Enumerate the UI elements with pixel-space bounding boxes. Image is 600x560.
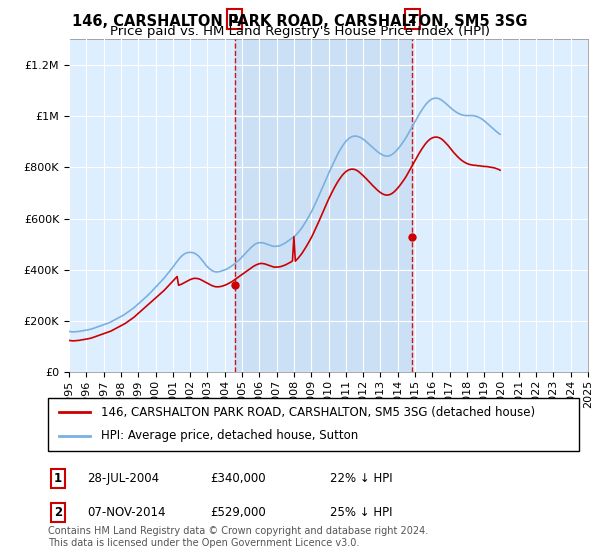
Text: 146, CARSHALTON PARK ROAD, CARSHALTON, SM5 3SG (detached house): 146, CARSHALTON PARK ROAD, CARSHALTON, S… xyxy=(101,406,535,419)
Text: 2: 2 xyxy=(54,506,62,519)
Text: HPI: Average price, detached house, Sutton: HPI: Average price, detached house, Sutt… xyxy=(101,430,358,442)
Text: Price paid vs. HM Land Registry's House Price Index (HPI): Price paid vs. HM Land Registry's House … xyxy=(110,25,490,38)
Text: 28-JUL-2004: 28-JUL-2004 xyxy=(87,472,159,486)
Text: Contains HM Land Registry data © Crown copyright and database right 2024.
This d: Contains HM Land Registry data © Crown c… xyxy=(48,526,428,548)
Text: £340,000: £340,000 xyxy=(210,472,266,486)
Text: £529,000: £529,000 xyxy=(210,506,266,519)
Text: 1: 1 xyxy=(54,472,62,486)
FancyBboxPatch shape xyxy=(48,398,579,451)
Text: 22% ↓ HPI: 22% ↓ HPI xyxy=(330,472,392,486)
Text: 25% ↓ HPI: 25% ↓ HPI xyxy=(330,506,392,519)
Text: 07-NOV-2014: 07-NOV-2014 xyxy=(87,506,166,519)
Text: 1: 1 xyxy=(230,13,239,26)
Text: 146, CARSHALTON PARK ROAD, CARSHALTON, SM5 3SG: 146, CARSHALTON PARK ROAD, CARSHALTON, S… xyxy=(72,14,528,29)
Text: 2: 2 xyxy=(408,13,417,26)
Bar xyxy=(235,39,412,372)
